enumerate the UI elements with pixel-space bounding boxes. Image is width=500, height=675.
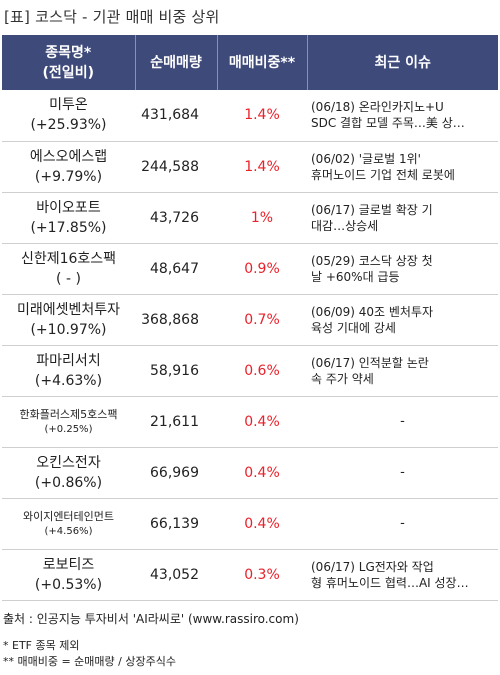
recent-issue: (06/02) '글로벌 1위' 휴머노이드 기업 전체 로봇에 [311,151,455,182]
net-volume: 431,684 [141,107,199,124]
stock-change: (+0.53%) [34,576,103,593]
stock-name-cell: 미투온 (+25.93%) [2,90,135,141]
header-ratio: 매매비중** [217,35,308,90]
header-stock-name: 종목명* (전일비) [2,35,136,90]
table-row: 미래에셋벤처투자 (+10.97%) 368,868 0.7% (06/09) 40조 … [2,294,498,345]
table-row: 에스오에스랩 (+9.79%) 244,588 1.4% (06/02) '글로벌 1위… [2,141,498,192]
table-row: 와이지엔터테인먼트 (+4.56%) 66,139 0.4% - [2,498,498,549]
net-volume: 66,139 [150,515,199,532]
trading-ratio: 0.3% [244,566,280,583]
table-row: 한화플러스제5호스팩 (+0.25%) 21,611 0.4% - [2,396,498,447]
stock-name-cell: 오킨스전자 (+0.86%) [2,447,135,498]
stock-name: 로보티즈 [42,556,95,573]
recent-issue-cell: (06/02) '글로벌 1위' 휴머노이드 기업 전체 로봇에 [307,141,498,192]
trading-ratio: 1.4% [244,158,280,175]
source-note: 출처 : 인공지능 투자비서 'AI라씨로' (www.rassiro.com) [3,612,299,626]
stock-change: ( - ) [56,270,81,287]
recent-issue-cell: (06/17) LG전자와 작업 형 휴머노이드 협력…AI 성장… [307,549,498,600]
recent-issue: (06/18) 온라인카지노+U SDC 결합 모델 주목…美 상… [311,100,465,131]
stock-name: 바이오포트 [36,199,101,216]
recent-issue-cell: (06/09) 40조 벤처투자 육성 기대에 강세 [307,294,498,345]
stock-change: (+17.85%) [30,219,107,236]
stock-name-cell: 와이지엔터테인먼트 (+4.56%) [2,498,135,549]
stock-name-cell: 신한제16호스팩 ( - ) [2,243,135,294]
recent-issue-cell: (06/17) 글로벌 확장 기 대감…상승세 [307,192,498,243]
table-row: 바이오포트 (+17.85%) 43,726 1% (06/17) 글로벌 확장 기 대… [2,192,498,243]
recent-issue: - [400,464,405,480]
stock-name: 미래에셋벤처투자 [16,301,121,318]
header-volume: 순매매량 [135,35,218,90]
stock-change: (+10.97%) [30,321,107,338]
stock-name-cell: 미래에셋벤처투자 (+10.97%) [2,294,135,345]
stock-name: 에스오에스랩 [29,148,108,165]
header-issue: 최근 이슈 [307,35,498,90]
trading-ratio: 0.4% [244,515,280,532]
net-volume: 244,588 [141,158,199,175]
institution-trading-table: 종목명* (전일비) 순매매량 매매비중** 최근 이슈 미투온 (+25.93%… [2,35,498,601]
footnote-etf: * ETF 종목 제외 [3,639,80,652]
stock-change: (+0.25%) [44,423,93,435]
header-name-line1: 종목명* [45,44,92,61]
footnote-ratio: ** 매매비중 = 순매매량 / 상장주식수 [3,655,176,668]
recent-issue: (06/09) 40조 벤처투자 육성 기대에 강세 [311,304,434,335]
recent-issue: (06/17) LG전자와 작업 형 휴머노이드 협력…AI 성장… [311,559,469,590]
stock-change: (+25.93%) [30,117,107,134]
recent-issue-cell: (06/17) 인적분할 논란 속 주가 약세 [307,345,498,396]
net-volume: 43,052 [150,566,199,583]
trading-ratio: 1.4% [244,107,280,124]
recent-issue-cell: (06/18) 온라인카지노+U SDC 결합 모델 주목…美 상… [307,90,498,141]
recent-issue: - [400,515,405,531]
net-volume: 21,611 [150,413,199,430]
stock-name: 신한제16호스팩 [20,250,117,267]
recent-issue-cell: - [307,396,498,447]
trading-ratio: 0.9% [244,260,280,277]
recent-issue-cell: - [307,447,498,498]
recent-issue: (06/17) 글로벌 확장 기 대감…상승세 [311,202,433,233]
net-volume: 368,868 [141,311,199,328]
table-row: 오킨스전자 (+0.86%) 66,969 0.4% - [2,447,498,498]
table-row: 로보티즈 (+0.53%) 43,052 0.3% (06/17) LG전자와 작업 형… [2,549,498,600]
stock-change: (+4.63%) [34,372,103,389]
net-volume: 48,647 [150,260,199,277]
recent-issue: (05/29) 코스닥 상장 첫 날 +60%대 급등 [311,253,433,284]
stock-name: 한화플러스제5호스팩 [19,407,118,421]
recent-issue-cell: (05/29) 코스닥 상장 첫 날 +60%대 급등 [307,243,498,294]
stock-name-cell: 파마리서치 (+4.63%) [2,345,135,396]
stock-name-cell: 바이오포트 (+17.85%) [2,192,135,243]
page-title: [표] 코스닥 - 기관 매매 비중 상위 [4,8,220,26]
table-row: 신한제16호스팩 ( - ) 48,647 0.9% (05/29) 코스닥 상장 첫 … [2,243,498,294]
stock-change: (+0.86%) [34,474,103,491]
stock-name: 미투온 [49,97,88,114]
stock-name: 오킨스전자 [36,454,101,471]
trading-ratio: 0.6% [244,362,280,379]
table-header-row: 종목명* (전일비) 순매매량 매매비중** 최근 이슈 [2,35,498,90]
table-row: 미투온 (+25.93%) 431,684 1.4% (06/18) 온라인카지노+U … [2,90,498,141]
stock-name: 파마리서치 [36,352,101,369]
recent-issue-cell: - [307,498,498,549]
trading-ratio: 1% [250,209,274,226]
stock-name-cell: 로보티즈 (+0.53%) [2,549,135,600]
stock-name-cell: 한화플러스제5호스팩 (+0.25%) [2,396,135,447]
header-name-line2: (전일비) [42,64,94,81]
recent-issue: - [400,413,405,429]
table-row: 파마리서치 (+4.63%) 58,916 0.6% (06/17) 인적분할 논란 속… [2,345,498,396]
trading-ratio: 0.4% [244,413,280,430]
net-volume: 66,969 [150,464,199,481]
stock-name-cell: 에스오에스랩 (+9.79%) [2,141,135,192]
recent-issue: (06/17) 인적분할 논란 속 주가 약세 [311,355,429,386]
trading-ratio: 0.4% [244,464,280,481]
stock-change: (+9.79%) [34,168,103,185]
net-volume: 43,726 [150,209,199,226]
net-volume: 58,916 [150,362,199,379]
stock-name: 와이지엔터테인먼트 [22,509,115,523]
trading-ratio: 0.7% [244,311,280,328]
stock-change: (+4.56%) [44,525,93,537]
